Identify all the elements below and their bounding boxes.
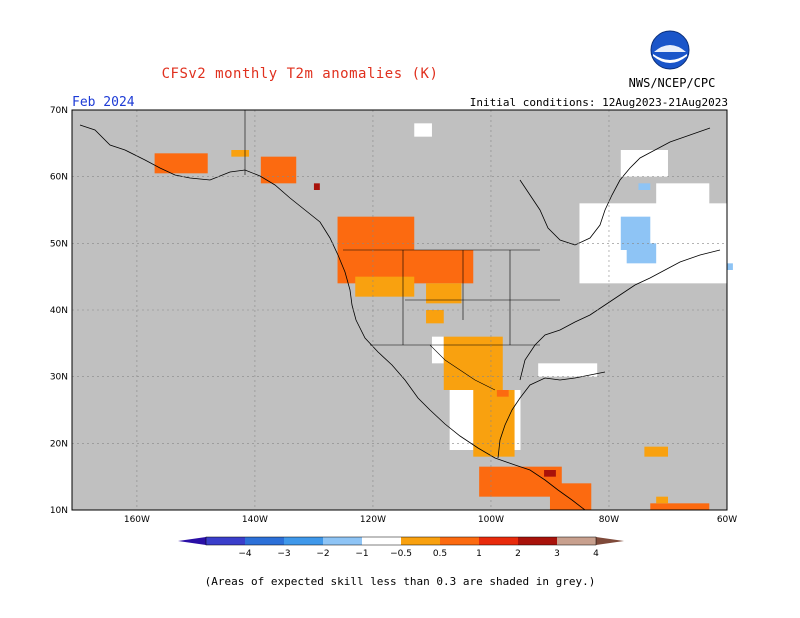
footnote: (Areas of expected skill less than 0.3 a… <box>204 575 596 588</box>
colorbar-bin <box>323 537 362 545</box>
white-region-canada-north-white <box>414 123 432 137</box>
anomaly-region-newfoundland-blue <box>727 263 733 270</box>
colorbar-tick-label: −1 <box>355 549 368 559</box>
anomaly-region-hispaniola <box>644 446 668 457</box>
lat-label: 40N <box>50 306 68 316</box>
colorbar-arrow-right <box>596 537 624 545</box>
lon-label: 80W <box>599 515 619 525</box>
colorbar-tick-label: 2 <box>515 549 521 559</box>
forecast-month: Feb 2024 <box>72 95 135 110</box>
colorbar-tick-label: −2 <box>316 549 329 559</box>
colorbar-arrow-left <box>178 537 206 545</box>
colorbar-tick-label: 4 <box>593 549 599 559</box>
anomaly-region-oregon-orange <box>355 276 415 297</box>
colorbar-bin <box>401 537 440 545</box>
anomaly-region-wyoming-orange <box>426 283 462 304</box>
colorbar-bin <box>557 537 596 545</box>
anomaly-region-yukon-dark <box>313 183 320 190</box>
colorbar-bin <box>518 537 557 545</box>
lat-label: 30N <box>50 373 68 383</box>
lon-label: 60W <box>717 515 737 525</box>
colorbar-bin <box>206 537 245 545</box>
map-title: CFSv2 monthly T2m anomalies (K) <box>161 66 439 82</box>
anomaly-region-quebec-blue <box>626 243 657 264</box>
anomaly-region-central-america <box>549 483 592 510</box>
anomaly-region-labrador-blue <box>638 183 651 190</box>
white-region-southeast-white <box>538 363 598 377</box>
lat-label: 60N <box>50 173 68 183</box>
borders <box>244 110 560 391</box>
white-region-labrador-white <box>656 183 710 210</box>
white-region-baffin-white <box>620 150 668 177</box>
anomaly-region-utah-orange <box>426 310 444 324</box>
anomaly-region-alaska-north-orange <box>231 150 250 157</box>
white-region-southwest-white <box>431 336 444 364</box>
organization-label: NWS/NCEP/CPC <box>628 76 716 90</box>
lon-label: 120W <box>360 515 386 525</box>
colorbar-bin <box>245 537 284 545</box>
lat-label: 70N <box>50 106 68 116</box>
anomaly-region-alaska-southeast <box>260 156 297 184</box>
anomaly-region-venezuela <box>650 503 710 510</box>
colorbar-tick-label: −3 <box>277 549 290 559</box>
colorbar-bin <box>362 537 401 545</box>
colorbar-bin <box>440 537 479 545</box>
colorbar <box>178 536 624 546</box>
coastlines <box>79 124 721 511</box>
longitude-labels: 160W 140W 120W 100W 80W 60W <box>124 515 737 525</box>
anomaly-region-texas-red <box>496 390 509 397</box>
lat-label: 10N <box>50 506 68 516</box>
lon-label: 160W <box>124 515 150 525</box>
colorbar-tick-label: 3 <box>554 549 560 559</box>
colorbar-tick-label: 0.5 <box>433 549 447 559</box>
map-frame <box>71 109 728 511</box>
initial-conditions: Initial conditions: 12Aug2023-21Aug2023 <box>469 96 728 109</box>
anomaly-region-venezuela-orange <box>656 496 668 504</box>
anomaly-region-texas-orange <box>443 336 503 390</box>
lon-label: 100W <box>478 515 504 525</box>
lat-label: 20N <box>50 439 68 449</box>
latitude-labels: 70N 60N 50N 40N 30N 20N 10N <box>50 106 68 516</box>
colorbar-tick-label: −0.5 <box>390 549 412 559</box>
colorbar-bin <box>284 537 323 545</box>
anomaly-region-mexico-orange <box>473 390 515 457</box>
anomaly-region-mexico-dark <box>544 470 556 477</box>
colorbar-tick-label: −4 <box>238 549 252 559</box>
noaa-logo-icon <box>650 30 690 70</box>
lat-label: 50N <box>50 239 68 249</box>
colorbar-labels: −4 −3 −2 −1 −0.5 0.5 1 2 3 4 <box>238 549 599 559</box>
colorbar-bin <box>479 537 518 545</box>
anomaly-region-alaska-north <box>154 153 208 174</box>
graticule <box>72 110 727 510</box>
colorbar-tick-label: 1 <box>476 549 482 559</box>
colorbar-frame <box>205 536 597 546</box>
lon-label: 140W <box>242 515 268 525</box>
